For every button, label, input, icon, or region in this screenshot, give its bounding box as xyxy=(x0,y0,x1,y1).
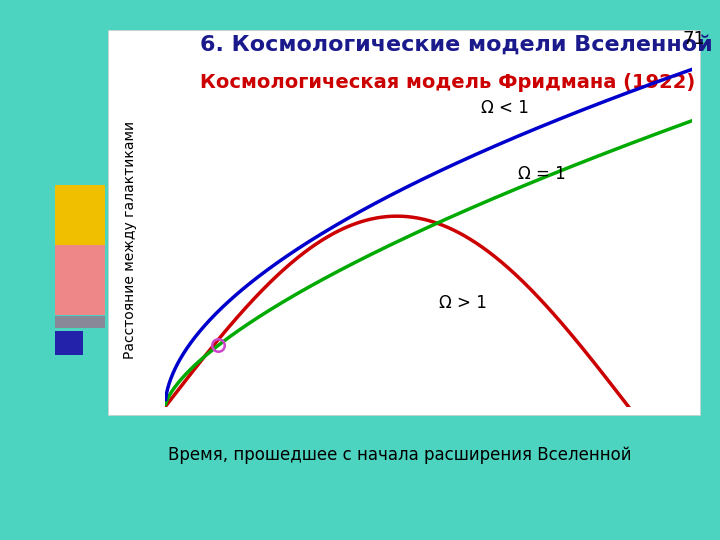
Text: Расстояние между галактиками: Расстояние между галактиками xyxy=(123,121,137,359)
Bar xyxy=(55,331,83,355)
Text: Ω = 1: Ω = 1 xyxy=(518,165,566,184)
Bar xyxy=(55,245,105,315)
Bar xyxy=(55,185,105,245)
Text: 6. Космологические модели Вселенной: 6. Космологические модели Вселенной xyxy=(200,35,713,55)
Text: Ω > 1: Ω > 1 xyxy=(439,294,487,312)
Text: Ω < 1: Ω < 1 xyxy=(481,99,529,117)
Text: 71: 71 xyxy=(682,30,705,48)
Bar xyxy=(55,316,105,328)
Text: Космологическая модель Фридмана (1922): Космологическая модель Фридмана (1922) xyxy=(200,72,696,91)
Bar xyxy=(108,30,700,415)
Text: Время, прошедшее с начала расширения Вселенной: Время, прошедшее с начала расширения Все… xyxy=(168,446,631,464)
